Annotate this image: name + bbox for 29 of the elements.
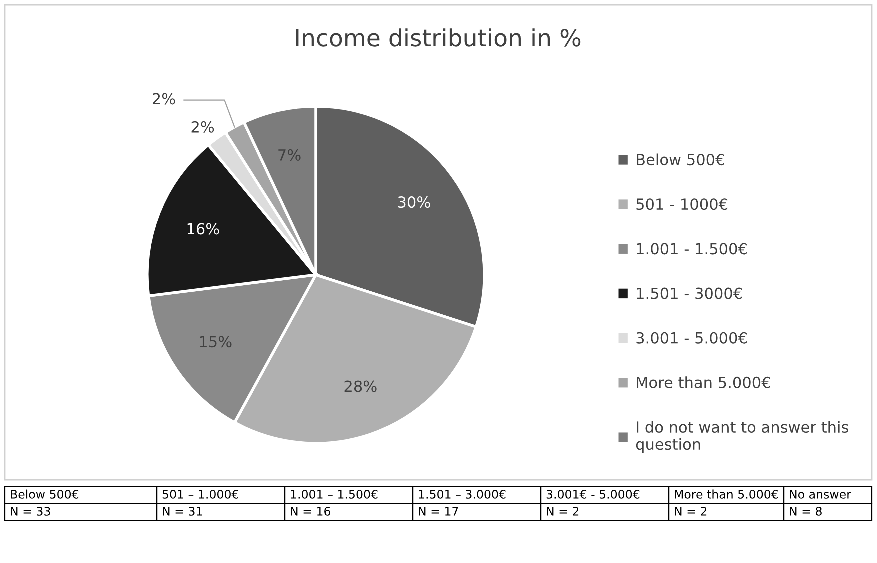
data-label: 30% — [398, 196, 430, 208]
legend-label: I do not want to answer this question — [636, 421, 848, 454]
text: 1.001 – 1.500€ — [291, 490, 378, 499]
legend-label: 1.001 - 1.500€ — [637, 243, 747, 255]
text: Below 500€ — [11, 490, 79, 499]
data-label: 15% — [200, 336, 232, 348]
legend-label: 501 - 1000€ — [636, 198, 728, 210]
text: N = 2 — [547, 506, 579, 516]
text: N = 2 — [675, 506, 707, 516]
legend-label: 1.501 - 3000€ — [637, 288, 742, 300]
text: N = 31 — [163, 506, 202, 516]
chart-title: Income distribution in % — [296, 28, 581, 47]
text: 1.501 – 3.000€ — [419, 490, 506, 499]
text: N = 16 — [291, 506, 331, 516]
legend-label: 3.001 - 5.000€ — [636, 332, 747, 344]
data-label: 2% — [152, 93, 176, 105]
text: N = 8 — [790, 506, 822, 516]
text: More than 5.000€ — [675, 490, 778, 499]
data-label: 7% — [278, 149, 301, 161]
data-label: 2% — [192, 121, 214, 133]
legend-label: More than 5.000€ — [637, 376, 770, 388]
data-label: 16% — [188, 223, 220, 235]
data-label: 28% — [344, 380, 377, 392]
text: N = 17 — [419, 507, 458, 516]
legend-label: Below 500€ — [637, 154, 724, 166]
text: N = 33 — [11, 506, 50, 516]
text: No answer — [790, 490, 852, 499]
text: 501 – 1.000€ — [162, 490, 238, 499]
text: 3.001€ - 5.000€ — [546, 490, 640, 499]
